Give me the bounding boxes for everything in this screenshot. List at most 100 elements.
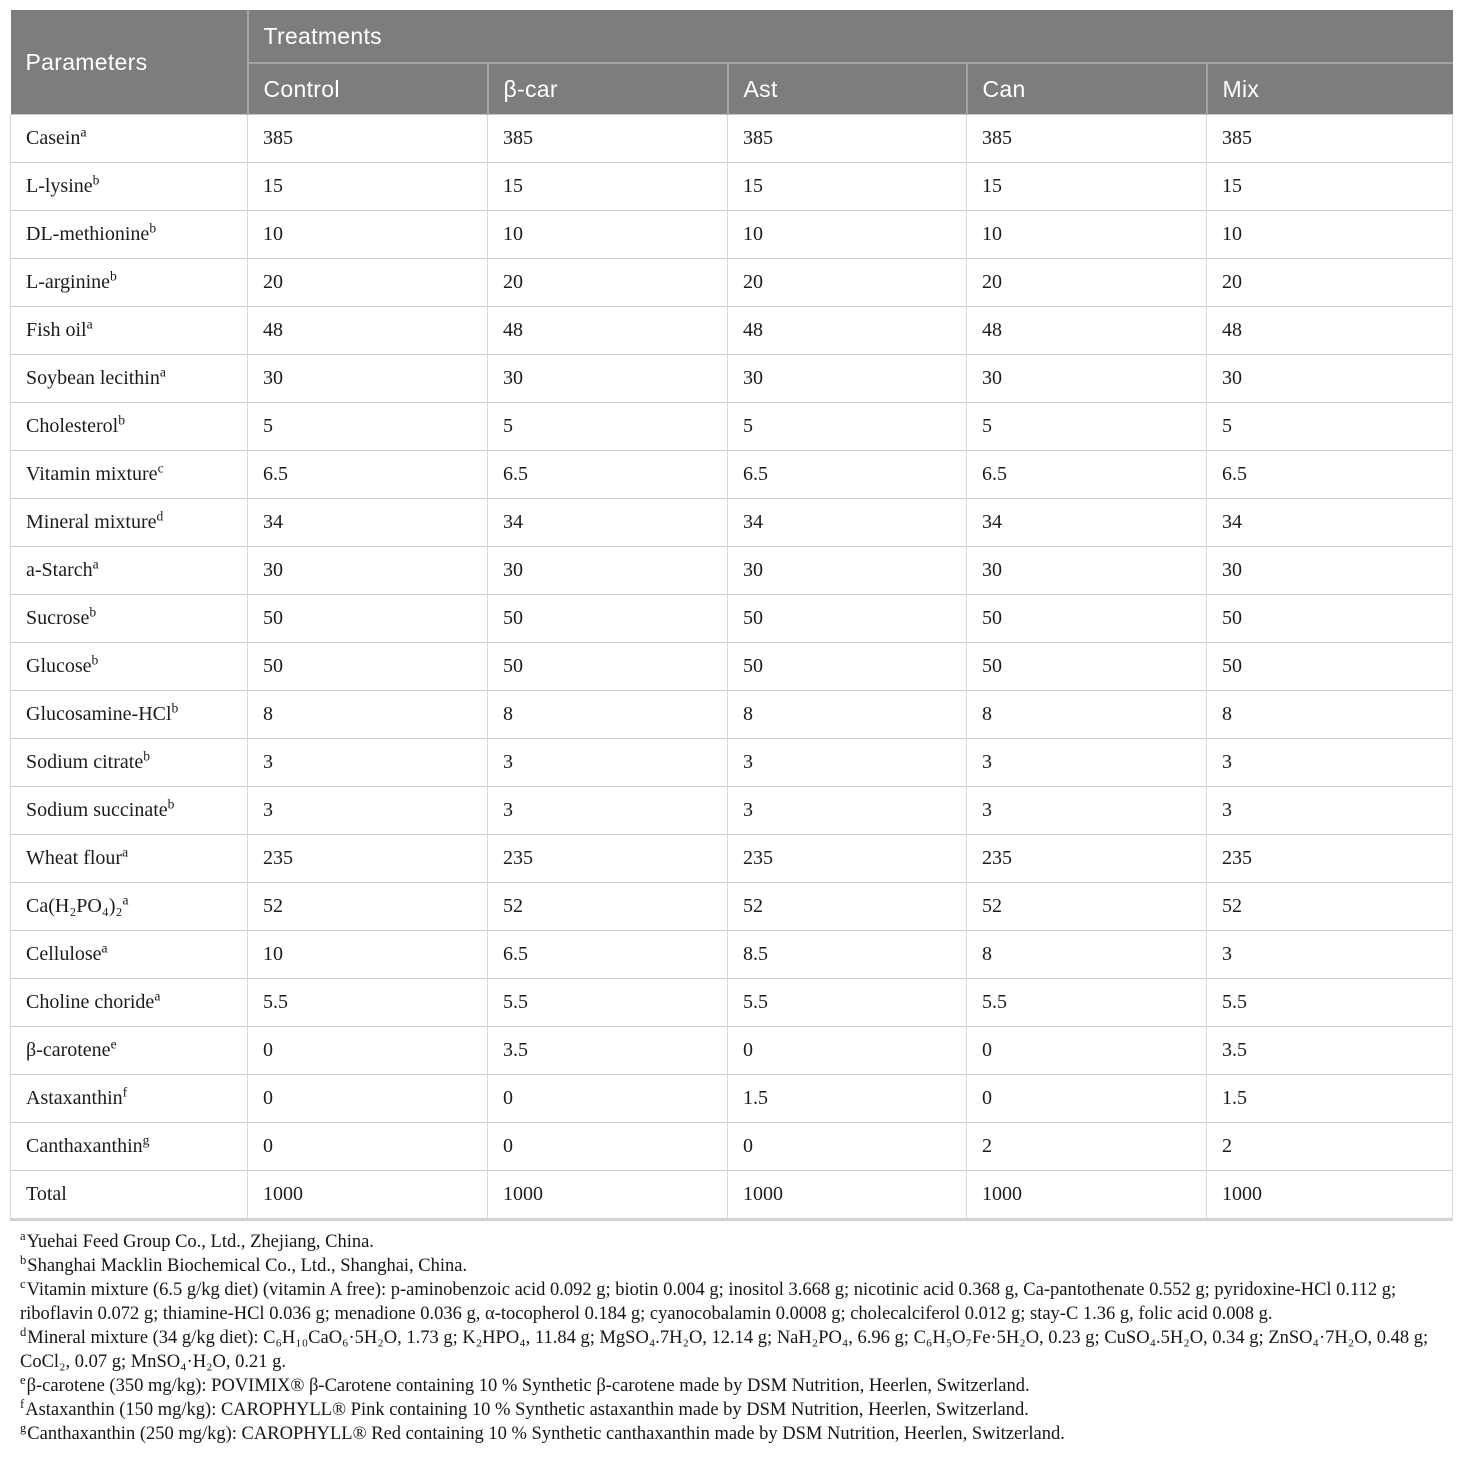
value-cell: 8	[247, 690, 488, 739]
footnote: fAstaxanthin (150 mg/kg): CAROPHYLL® Pin…	[20, 1398, 1448, 1422]
param-superscript: a	[86, 316, 93, 332]
footnotes: aYuehai Feed Group Co., Ltd., Zhejiang, …	[20, 1230, 1448, 1446]
param-superscript: b	[91, 652, 99, 668]
footnote-text: Canthaxanthin (250 mg/kg): CAROPHYLL® Re…	[27, 1424, 1065, 1444]
value-cell: 30	[1205, 546, 1454, 595]
value-cell: 20	[727, 258, 967, 307]
value-cell: 385	[727, 114, 967, 163]
param-label: Soybean lecithin	[26, 367, 160, 389]
value-cell: 1000	[247, 1170, 488, 1221]
param-cell: Astaxanthinf	[10, 1074, 248, 1123]
value-cell: 6.5	[1205, 450, 1454, 499]
value-cell: 235	[247, 834, 488, 883]
value-cell: 235	[727, 834, 967, 883]
param-cell: β-carotenee	[10, 1026, 248, 1075]
param-superscript: a	[122, 844, 129, 860]
footnote: dMineral mixture (34 g/kg diet): C₆H₁₀Ca…	[20, 1326, 1448, 1374]
param-cell: a-Starcha	[10, 546, 248, 595]
value-cell: 48	[487, 306, 728, 355]
value-cell: 48	[966, 306, 1207, 355]
value-cell: 50	[487, 594, 728, 643]
value-cell: 50	[247, 594, 488, 643]
value-cell: 0	[247, 1074, 488, 1123]
param-superscript: a	[92, 556, 99, 572]
value-cell: 6.5	[247, 450, 488, 499]
param-superscript: f	[122, 1084, 128, 1100]
value-cell: 30	[487, 546, 728, 595]
param-superscript: b	[171, 700, 179, 716]
param-label: L-arginine	[26, 271, 111, 293]
value-cell: 8	[727, 690, 967, 739]
value-cell: 0	[727, 1122, 967, 1171]
table-row: Caseina 385 385 385 385 385	[10, 114, 1454, 163]
value-cell: 0	[487, 1074, 728, 1123]
footnote-text: Yuehai Feed Group Co., Ltd., Zhejiang, C…	[26, 1232, 374, 1252]
value-cell: 30	[966, 546, 1207, 595]
value-cell: 3	[247, 786, 488, 835]
value-cell: 8	[1205, 690, 1454, 739]
footnote-text: Shanghai Macklin Biochemical Co., Ltd., …	[27, 1256, 468, 1276]
value-cell: 5	[487, 402, 728, 451]
footnote-text: Astaxanthin (150 mg/kg): CAROPHYLL® Pink…	[25, 1400, 1029, 1420]
value-cell: 15	[487, 162, 728, 211]
value-cell: 50	[966, 594, 1207, 643]
param-cell: L-lysineb	[10, 162, 248, 211]
value-cell: 0	[966, 1074, 1207, 1123]
value-cell: 10	[966, 210, 1207, 259]
diet-formulation-table: Parameters Treatments Control β-car Ast …	[10, 10, 1454, 1221]
value-cell: 48	[247, 306, 488, 355]
param-cell: Cellulosea	[10, 930, 248, 979]
table-row: Sucroseb 50 50 50 50 50	[10, 594, 1454, 643]
value-cell: 1000	[1205, 1170, 1454, 1221]
footnote: eβ-carotene (350 mg/kg): POVIMIX® β-Caro…	[20, 1374, 1448, 1398]
footnote-marker: e	[20, 1372, 26, 1387]
param-cell: Fish oila	[10, 306, 248, 355]
value-cell: 3	[487, 786, 728, 835]
footnote-text: β-carotene (350 mg/kg): POVIMIX® β-Carot…	[26, 1376, 1030, 1396]
footnote-marker: g	[20, 1420, 27, 1435]
value-cell: 3	[1205, 930, 1454, 979]
value-cell: 6.5	[487, 450, 728, 499]
footnote-marker: a	[20, 1228, 26, 1243]
value-cell: 15	[727, 162, 967, 211]
column-header-beta-car: β-car	[486, 62, 728, 115]
value-cell: 50	[1205, 594, 1454, 643]
param-superscript: b	[143, 748, 150, 764]
table-row: Ca(H₂PO₄)₂a 52 52 52 52 52	[10, 882, 1454, 931]
param-label: Cellulose	[26, 943, 102, 965]
value-cell: 50	[1205, 642, 1454, 691]
value-cell: 34	[966, 498, 1207, 547]
value-cell: 6.5	[966, 450, 1207, 499]
table-row: DL-methionineb 10 10 10 10 10	[10, 210, 1454, 259]
value-cell: 34	[487, 498, 728, 547]
param-superscript: a	[159, 364, 166, 380]
footnote-text: Mineral mixture (34 g/kg diet): C₆H₁₀CaO…	[20, 1328, 1429, 1372]
value-cell: 5	[727, 402, 967, 451]
param-superscript: b	[167, 796, 175, 812]
value-cell: 50	[727, 594, 967, 643]
column-header-control: Control	[247, 62, 488, 115]
param-cell: Sodium succinateb	[10, 786, 248, 835]
value-cell: 5	[247, 402, 488, 451]
value-cell: 15	[1205, 162, 1454, 211]
param-cell: Cholesterolb	[10, 402, 248, 451]
parameters-header-cell: Parameters	[10, 10, 249, 115]
param-superscript: d	[156, 508, 164, 524]
table-row: a-Starcha 30 30 30 30 30	[10, 546, 1454, 595]
table-row: Mineral mixtured 34 34 34 34 34	[10, 498, 1454, 547]
param-label: Fish oil	[26, 319, 87, 341]
value-cell: 2	[966, 1122, 1207, 1171]
value-cell: 1000	[487, 1170, 728, 1221]
table-row: Fish oila 48 48 48 48 48	[10, 306, 1454, 355]
table-header: Parameters Treatments Control β-car Ast …	[10, 10, 1453, 115]
value-cell: 3	[1205, 786, 1454, 835]
column-header-ast: Ast	[726, 62, 967, 115]
param-cell: Soybean lecithina	[10, 354, 248, 403]
value-cell: 30	[1205, 354, 1454, 403]
table-row: Vitamin mixturec 6.5 6.5 6.5 6.5 6.5	[10, 450, 1454, 499]
column-header-mix: Mix	[1205, 62, 1453, 115]
param-label: Mineral mixture	[26, 511, 157, 533]
param-superscript: b	[92, 172, 100, 188]
